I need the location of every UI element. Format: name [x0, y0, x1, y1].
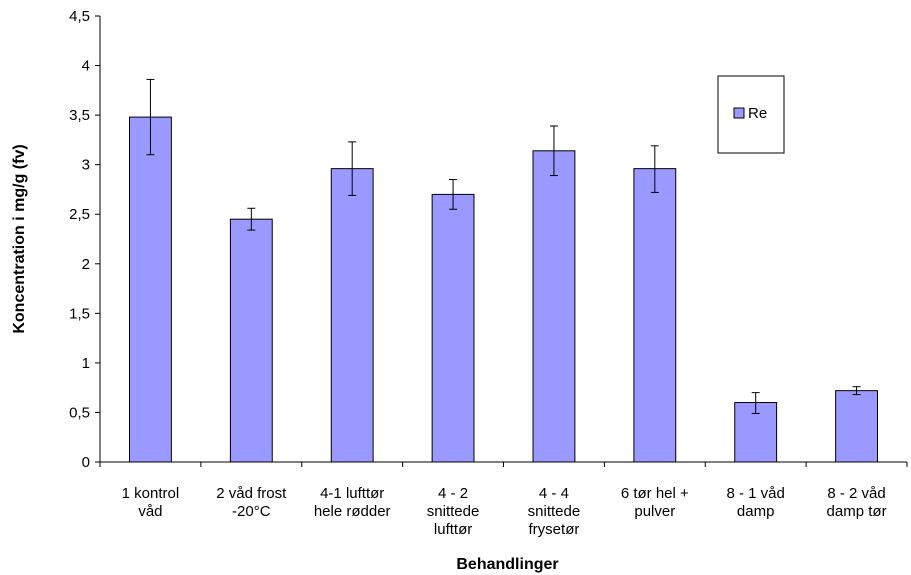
legend-label-re: Re — [748, 105, 767, 122]
y-tick-label: 1 — [82, 355, 90, 372]
category-label-1: 1 kontrol — [122, 485, 180, 502]
x-axis-title: Behandlinger — [456, 556, 558, 573]
category-label-7: damp — [737, 503, 775, 520]
error-bar-2 — [247, 207, 256, 231]
category-label-8: 8 - 2 våd — [827, 485, 885, 502]
y-tick-label: 3 — [82, 157, 90, 174]
bar-1 — [129, 116, 172, 463]
bar-3 — [330, 168, 374, 463]
category-label-5: snittede — [528, 503, 581, 520]
bars — [129, 116, 878, 463]
bar-6 — [633, 168, 677, 463]
bar-8 — [835, 390, 878, 463]
error-bar-3 — [348, 141, 357, 196]
bar-4 — [431, 193, 475, 463]
category-label-2: 2 våd frost — [216, 485, 287, 502]
error-bar-7 — [751, 392, 760, 414]
category-label-3: hele rødder — [314, 503, 391, 520]
category-label-6: 6 tør hel + — [621, 485, 689, 502]
y-tick-label: 0 — [82, 454, 90, 471]
category-label-7: 8 - 1 våd — [727, 485, 785, 502]
y-tick-label: 0,5 — [69, 404, 90, 421]
category-label-3: 4-1 lufttør — [320, 485, 384, 502]
category-label-4: lufttør — [434, 521, 472, 538]
error-bar-4 — [449, 179, 458, 210]
y-tick-label: 2,5 — [69, 206, 90, 223]
category-label-4: snittede — [427, 503, 480, 520]
y-axis-title: Koncentration i mg/g (fv) — [11, 144, 28, 333]
y-tick-label: 4,5 — [69, 8, 90, 25]
error-bar-1 — [146, 78, 155, 156]
error-bar-8 — [852, 386, 861, 396]
legend: Re — [717, 75, 785, 154]
category-label-5: frysetør — [529, 521, 580, 538]
y-tick-label: 4 — [82, 58, 90, 75]
error-bars — [146, 78, 861, 414]
legend-box — [717, 75, 785, 154]
error-bar-5 — [549, 125, 558, 177]
y-tick-label: 2 — [82, 256, 90, 273]
bar-5 — [532, 150, 576, 463]
error-bar-6 — [650, 145, 659, 193]
category-label-8: damp tør — [827, 503, 887, 520]
bar-2 — [229, 218, 273, 463]
category-label-6: pulver — [634, 503, 675, 520]
x-axis-ticks — [99, 462, 908, 467]
y-tick-label: 3,5 — [69, 107, 90, 124]
category-label-2: -20°C — [232, 503, 271, 520]
y-tick-label: 1,5 — [69, 305, 90, 322]
category-label-1: våd — [138, 503, 162, 520]
category-label-5: 4 - 4 — [539, 485, 569, 502]
legend-swatch-re — [733, 107, 745, 119]
y-axis-ticks: 0 0,5 1 1,5 2 2,5 3 3,5 4 4,5 — [69, 8, 100, 471]
category-label-4: 4 - 2 — [438, 485, 468, 502]
